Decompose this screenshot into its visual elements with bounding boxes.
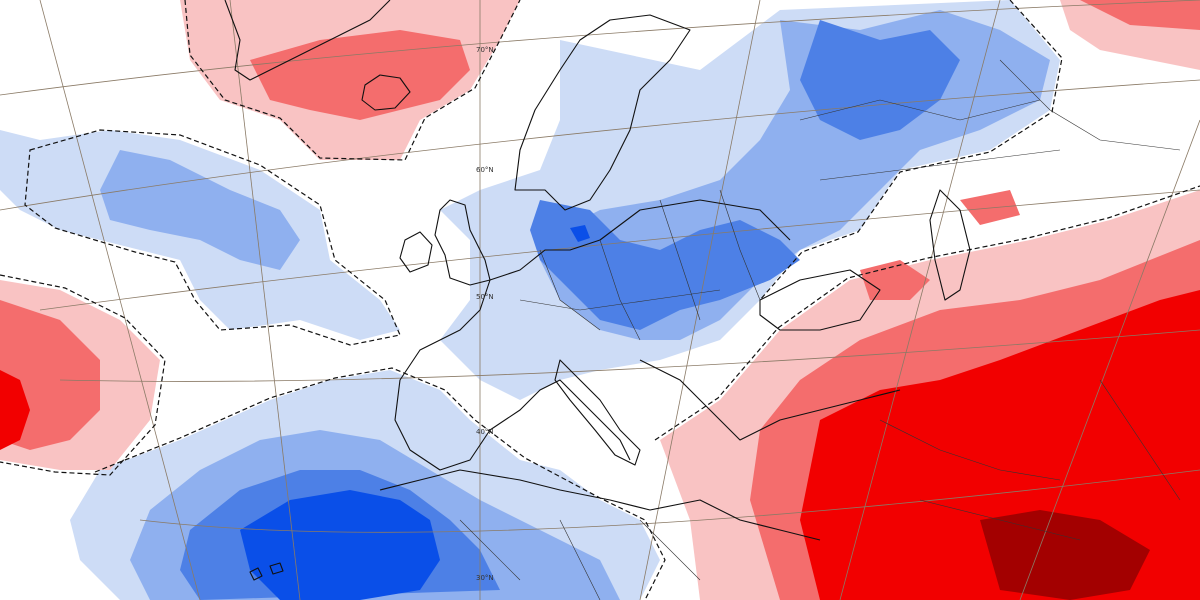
warm-area-medium-arctic-ne — [1080, 0, 1200, 30]
warm-area-deep-mideast — [980, 510, 1150, 600]
parallel-30n — [139, 469, 1200, 533]
zero-contour-southeast — [654, 185, 1200, 441]
coastline-canary-2 — [269, 562, 284, 575]
cold-area-medium-atlantic — [100, 150, 300, 270]
warm-area-medium-anatolia — [860, 260, 930, 300]
coastline-north-africa — [379, 469, 821, 541]
lat-label-40n: 40°N — [476, 428, 494, 436]
coastline-caspian — [929, 189, 971, 301]
meridian-5 — [839, 0, 1001, 600]
lat-label-30n: 30°N — [476, 574, 494, 582]
parallel-60n — [0, 79, 1200, 211]
warm-area-medium-caspian — [960, 190, 1020, 225]
meridian-4 — [639, 0, 761, 600]
meridian-2 — [229, 0, 301, 600]
coastline-black-sea — [759, 269, 881, 331]
coastline-italy — [554, 359, 641, 466]
cold-area-deep-denmark — [570, 225, 590, 242]
zero-contour-east — [759, 0, 1063, 301]
meridian-6 — [1019, 119, 1200, 600]
border-lines-mideast — [879, 379, 1181, 541]
country-borders — [459, 59, 1181, 600]
meridian-1 — [39, 0, 201, 600]
border-lines-east — [799, 59, 1181, 181]
parallel-40n — [59, 329, 1200, 382]
cold-area-strong-central — [530, 200, 800, 330]
coastline-iceland — [361, 74, 411, 111]
latitude-labels: 70°N 60°N 50°N 40°N 30°N — [476, 46, 494, 582]
warm-area-strong-atlantic — [0, 370, 30, 450]
coastline-scandinavia — [514, 14, 691, 211]
zero-contour-southwest — [94, 367, 666, 600]
border-lines-central — [519, 189, 761, 341]
coastline-canary-1 — [249, 567, 263, 581]
zero-contour-atlantic — [24, 129, 401, 346]
lat-label-50n: 50°N — [476, 293, 494, 301]
parallel-70n — [0, 0, 1200, 96]
coastline-ireland — [399, 231, 433, 273]
coastline-greenland — [224, 0, 391, 81]
lat-label-70n: 70°N — [476, 46, 494, 54]
zero-contour-north — [184, 0, 521, 161]
zero-contour-west-warm — [0, 274, 166, 476]
coastline-balkans — [639, 359, 901, 441]
lat-label-60n: 60°N — [476, 166, 494, 174]
